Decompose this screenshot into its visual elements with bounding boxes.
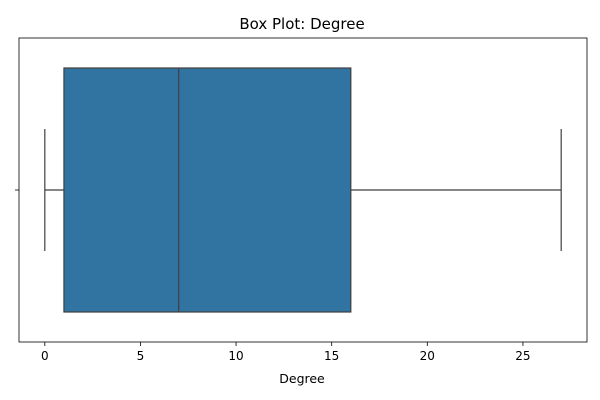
x-axis-ticks: 0 5 10 15 20 25 (41, 342, 531, 363)
x-tick-label: 25 (515, 349, 530, 363)
plot-area (44, 67, 562, 313)
chart-title: Box Plot: Degree (239, 15, 364, 33)
x-axis-label: Degree (279, 371, 325, 386)
x-tick-label: 20 (420, 349, 435, 363)
box-iqr (63, 67, 352, 313)
x-tick-label: 15 (324, 349, 339, 363)
x-tick-label: 10 (228, 349, 243, 363)
x-tick-label: 5 (137, 349, 145, 363)
x-tick-label: 0 (41, 349, 49, 363)
